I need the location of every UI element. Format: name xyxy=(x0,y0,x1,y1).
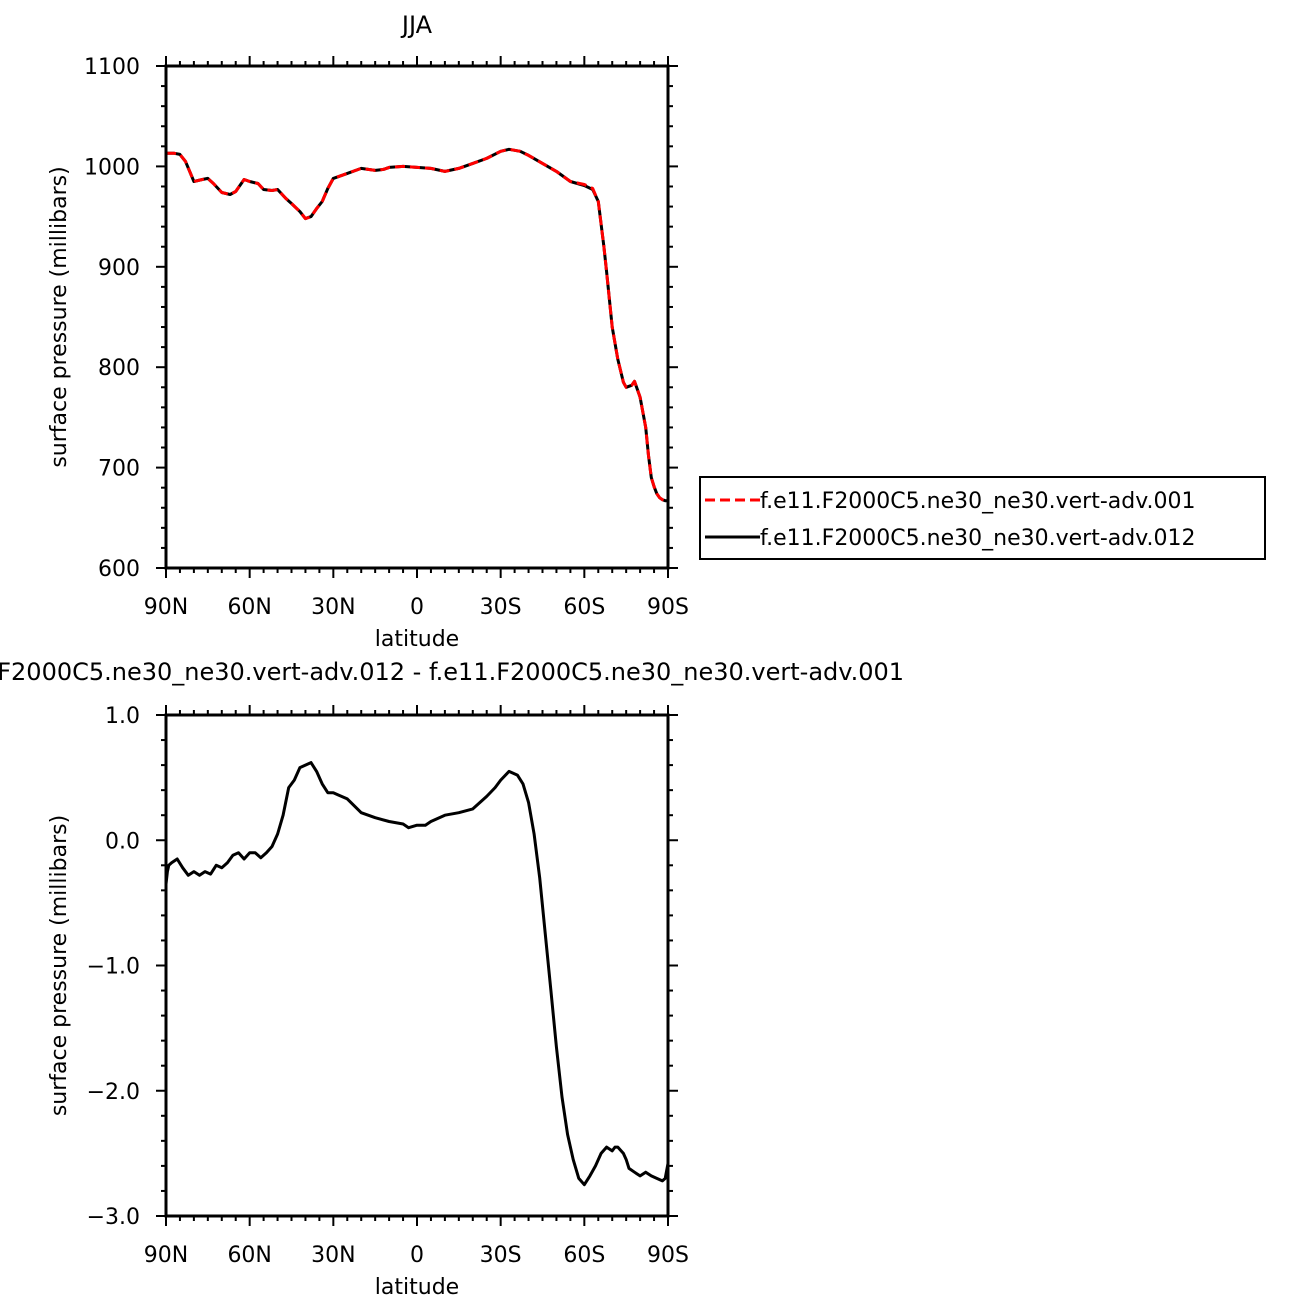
bottom-y-axis-label: surface pressure (millibars) xyxy=(47,815,72,1116)
x-tick-label: 0 xyxy=(410,595,424,620)
x-tick-label: 60S xyxy=(563,1243,605,1268)
series-line-2 xyxy=(166,147,668,503)
series-line-1 xyxy=(164,761,670,1187)
legend-label-series-1: f.e11.F2000C5.ne30_ne30.vert-adv.001 xyxy=(760,489,1196,514)
x-tick-label: 60S xyxy=(563,595,605,620)
x-tick-label: 90N xyxy=(144,1243,188,1268)
bottom-x-axis-label: latitude xyxy=(375,1275,459,1300)
y-tick-label: 1100 xyxy=(84,55,140,80)
x-tick-label: 30S xyxy=(480,1243,522,1268)
y-tick-label: −2.0 xyxy=(87,1080,140,1105)
bottom-line-chart: f.e11.F2000C5.ne30_ne30.vert-adv.012 - f… xyxy=(0,658,904,1300)
bottom-plot-frame xyxy=(164,713,670,1218)
x-tick-label: 30N xyxy=(311,1243,355,1268)
y-tick-label: 600 xyxy=(98,557,140,582)
series-line-1 xyxy=(166,147,668,503)
x-tick-label: 60N xyxy=(227,1243,271,1268)
legend-label-series-2: f.e11.F2000C5.ne30_ne30.vert-adv.012 xyxy=(760,526,1196,551)
x-tick-label: 0 xyxy=(410,1243,424,1268)
y-tick-label: 1.0 xyxy=(105,704,140,729)
legend-box xyxy=(699,476,1266,560)
y-tick-label: −3.0 xyxy=(87,1205,140,1230)
x-tick-label: 30N xyxy=(311,595,355,620)
top-line-chart: JJA 90N 60N 30N 0 30S 60S 90S 600 700 800 900 1000 1… xyxy=(47,11,1266,652)
x-tick-label: 60N xyxy=(227,595,271,620)
y-tick-label: −1.0 xyxy=(87,955,140,980)
y-tick-label: 1000 xyxy=(84,155,140,180)
y-tick-label: 800 xyxy=(98,356,140,381)
x-tick-label: 30S xyxy=(480,595,522,620)
top-chart-title: JJA xyxy=(400,11,433,39)
top-y-axis-label: surface pressure (millibars) xyxy=(47,166,72,467)
y-tick-label: 0.0 xyxy=(105,829,140,854)
legend: f.e11.F2000C5.ne30_ne30.vert-adv.001 f.e… xyxy=(699,476,1266,560)
x-tick-label: 90N xyxy=(144,595,188,620)
y-tick-label: 700 xyxy=(98,457,140,482)
y-tick-label: 900 xyxy=(98,256,140,281)
x-tick-label: 90S xyxy=(647,595,689,620)
x-tick-label: 90S xyxy=(647,1243,689,1268)
top-plot-frame xyxy=(164,64,670,570)
bottom-chart-title: f.e11.F2000C5.ne30_ne30.vert-adv.012 - f… xyxy=(0,658,904,686)
top-x-axis-label: latitude xyxy=(375,627,459,652)
